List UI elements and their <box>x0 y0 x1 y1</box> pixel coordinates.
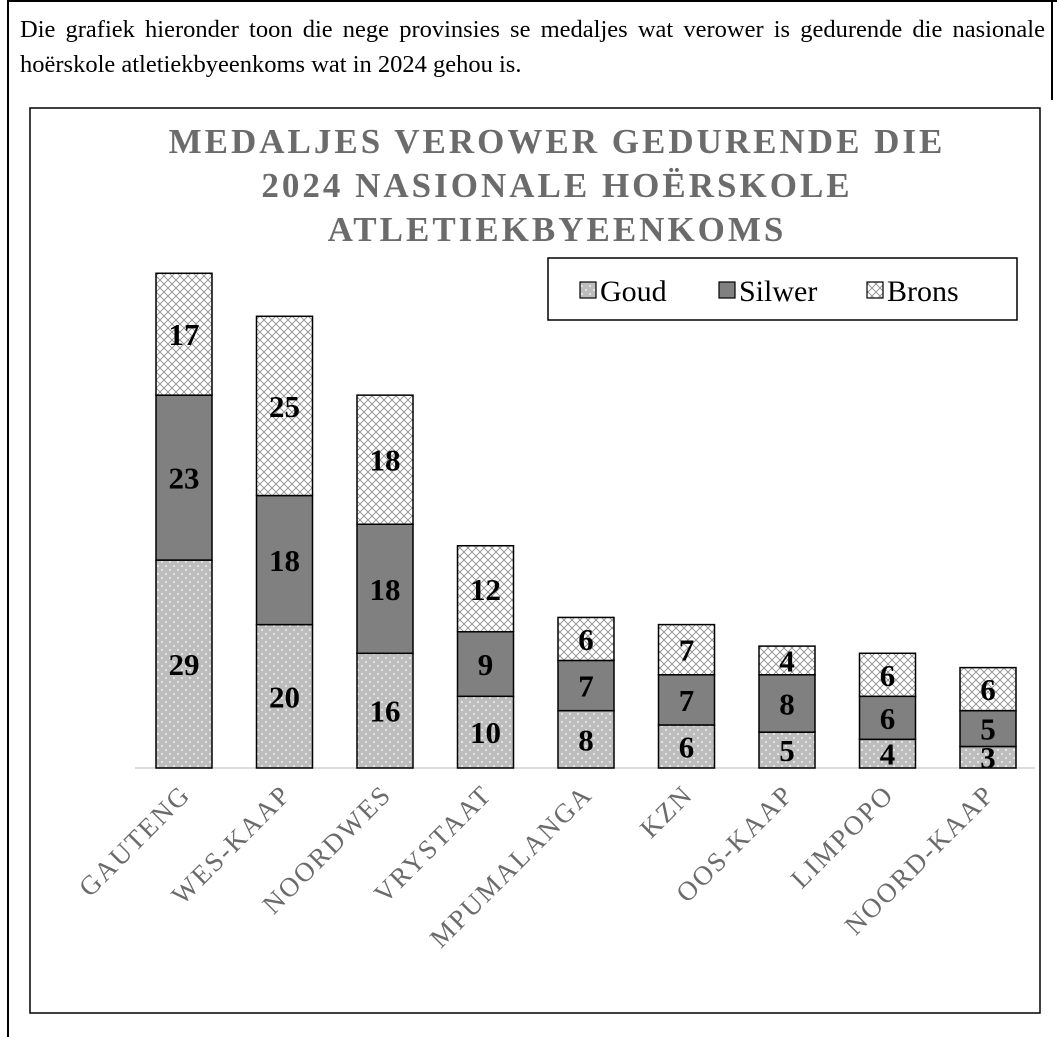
bar-segment <box>758 674 816 733</box>
legend-swatch <box>866 281 884 299</box>
data-label: 12 <box>470 572 501 607</box>
data-label: 23 <box>169 461 200 496</box>
intro-text: Die grafiek hieronder toon die nege prov… <box>20 16 1045 78</box>
data-label: 29 <box>169 647 200 682</box>
bar-segment <box>557 659 615 712</box>
data-label: 6 <box>679 729 695 764</box>
bar-segment <box>557 709 615 769</box>
data-label: 7 <box>578 669 594 704</box>
bar-segment <box>356 523 414 655</box>
data-label: 4 <box>779 643 795 678</box>
x-tick-label: KZN <box>634 779 699 844</box>
data-label: 16 <box>370 694 401 729</box>
legend-label: Brons <box>887 275 959 308</box>
data-label: 18 <box>370 443 401 478</box>
data-label: 5 <box>980 712 996 747</box>
data-label: 9 <box>478 647 494 682</box>
legend-label: Goud <box>600 275 667 308</box>
data-label: 6 <box>880 701 896 736</box>
bar-segment <box>456 631 515 698</box>
bar-segment <box>758 731 816 769</box>
bar-segment <box>657 623 716 676</box>
data-label: 8 <box>779 686 795 721</box>
data-label: 6 <box>880 658 896 693</box>
bar-segment <box>456 544 515 633</box>
bar-segment <box>356 652 414 769</box>
data-label: 6 <box>578 622 594 657</box>
data-label: 6 <box>980 672 996 707</box>
legend-box <box>547 257 1018 321</box>
data-label: 10 <box>470 715 501 750</box>
data-label: 7 <box>679 633 695 668</box>
data-label: 17 <box>169 317 200 352</box>
legend-swatch <box>579 281 597 299</box>
bar-segment <box>858 652 917 698</box>
data-label: 8 <box>578 722 594 757</box>
bar-segment <box>959 666 1017 712</box>
bar-segment <box>657 724 716 769</box>
legend-label: Silwer <box>739 275 817 308</box>
data-label: 25 <box>269 389 300 424</box>
data-label: 5 <box>779 733 795 768</box>
data-label: 3 <box>980 740 996 775</box>
bar-segment <box>456 695 515 769</box>
data-label: 4 <box>880 737 896 772</box>
bar-segment <box>758 645 816 676</box>
bar-segment <box>858 695 917 741</box>
bar-segment <box>255 623 314 769</box>
bar-segment <box>155 394 213 561</box>
bar-segment <box>557 616 615 662</box>
bar-segment <box>356 394 414 525</box>
legend-swatch <box>718 281 736 299</box>
data-label: 20 <box>269 679 300 714</box>
bar-segment <box>657 674 716 726</box>
bar-segment <box>255 315 314 497</box>
bar-segment <box>959 709 1017 748</box>
chart-title: MEDALJES VEROWER GEDURENDE DIE 2024 NASI… <box>168 122 946 249</box>
chart-frame <box>29 107 1041 1014</box>
bar-segment <box>155 272 213 396</box>
data-label: 7 <box>679 683 695 718</box>
data-label: 18 <box>370 572 401 607</box>
data-label: 18 <box>269 543 300 578</box>
